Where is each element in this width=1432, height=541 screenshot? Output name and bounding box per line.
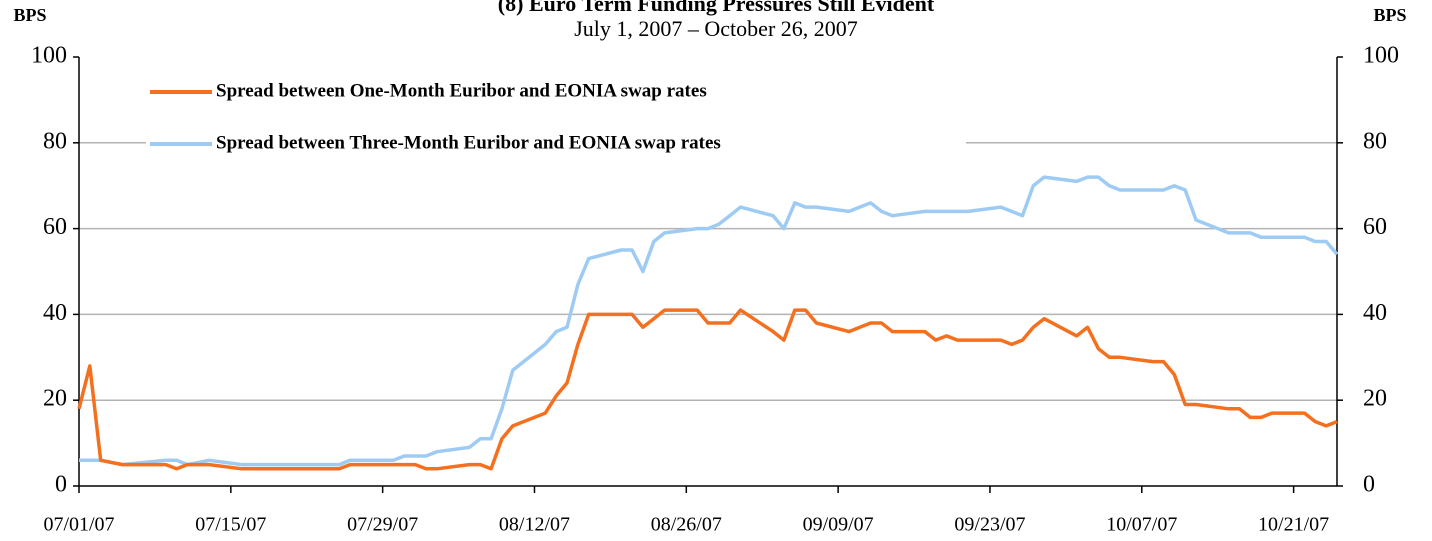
y2-tick-label: 20 <box>1363 386 1387 412</box>
y2-tick-label: 80 <box>1363 128 1387 154</box>
y2-tick-label: 0 <box>1363 472 1375 498</box>
y-axis-label: BPS <box>13 5 46 25</box>
chart-title: (8) Euro Term Funding Pressures Still Ev… <box>498 0 935 16</box>
legend-label: Spread between One-Month Euribor and EON… <box>216 80 707 101</box>
x-tick-label: 09/09/07 <box>803 514 874 536</box>
y-tick-label: 40 <box>43 300 67 326</box>
legend-label: Spread between Three-Month Euribor and E… <box>216 132 721 153</box>
data-line <box>79 175 1339 467</box>
y-tick-label: 0 <box>55 472 67 498</box>
x-tick-label: 10/21/07 <box>1258 514 1329 536</box>
data-line <box>77 308 1338 471</box>
y-tick-label: 100 <box>31 43 67 69</box>
y-tick-label: 80 <box>43 128 67 154</box>
chart-subtitle: July 1, 2007 – October 26, 2007 <box>574 16 858 41</box>
y2-axis-label: BPS <box>1373 5 1406 25</box>
y-tick-label: 20 <box>43 386 67 412</box>
x-tick-label: 07/01/07 <box>43 514 114 536</box>
y2-tick-label: 60 <box>1363 214 1387 240</box>
x-tick-label: 08/26/07 <box>651 514 722 536</box>
legend-background <box>146 126 966 162</box>
y2-tick-label: 40 <box>1363 300 1387 326</box>
x-tick-label: 09/23/07 <box>954 514 1025 536</box>
x-tick-label: 07/15/07 <box>195 514 266 536</box>
y2-tick-label: 100 <box>1363 43 1399 69</box>
x-tick-label: 08/12/07 <box>499 514 570 536</box>
y-tick-label: 60 <box>43 214 67 240</box>
x-tick-label: 07/29/07 <box>347 514 418 536</box>
x-tick-label: 10/07/07 <box>1106 514 1177 536</box>
legend-background <box>146 74 966 110</box>
